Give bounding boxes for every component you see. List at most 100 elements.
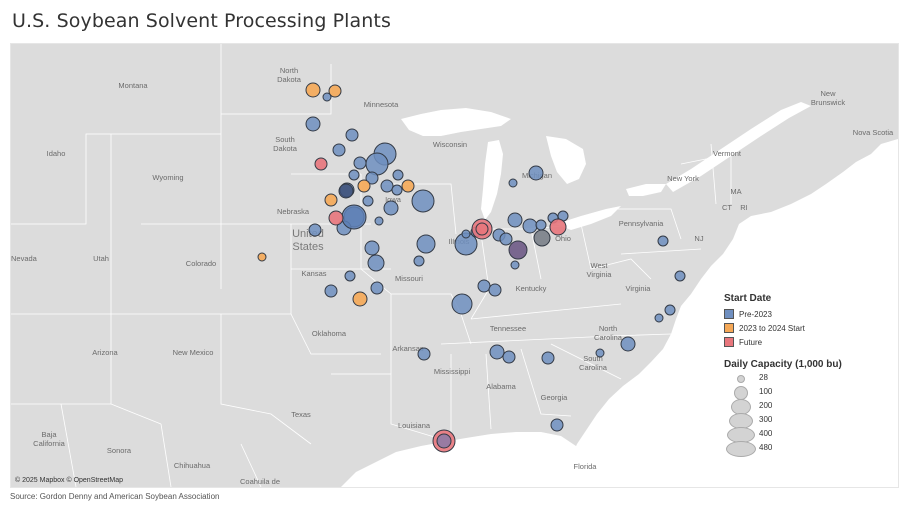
plant-marker[interactable] xyxy=(392,169,404,181)
plant-marker[interactable] xyxy=(314,157,328,171)
plant-marker[interactable] xyxy=(664,304,676,316)
plant-marker[interactable] xyxy=(344,270,356,282)
plant-marker[interactable] xyxy=(508,240,528,260)
label-north-carolina-2: Carolina xyxy=(594,333,623,342)
label-missouri: Missouri xyxy=(395,274,423,283)
plant-marker[interactable] xyxy=(528,165,544,181)
plant-marker[interactable] xyxy=(353,156,367,170)
legend-label: Pre-2023 xyxy=(739,309,772,319)
plant-marker[interactable] xyxy=(332,143,346,157)
legend-item-future[interactable]: Future xyxy=(724,335,884,349)
plant-marker[interactable] xyxy=(341,204,367,230)
label-kentucky: Kentucky xyxy=(516,284,547,293)
plant-marker[interactable] xyxy=(411,189,435,213)
plant-marker[interactable] xyxy=(257,252,267,262)
plant-marker[interactable] xyxy=(380,179,394,193)
size-label: 200 xyxy=(759,401,773,410)
markers-2023-2024[interactable] xyxy=(257,82,415,307)
plant-marker[interactable] xyxy=(451,293,473,315)
plant-marker[interactable] xyxy=(383,200,399,216)
plant-marker[interactable] xyxy=(461,229,471,239)
plant-marker[interactable] xyxy=(367,254,385,272)
plant-marker[interactable] xyxy=(508,178,518,188)
plant-marker[interactable] xyxy=(535,219,547,231)
plant-marker[interactable] xyxy=(475,222,489,236)
plant-marker[interactable] xyxy=(488,283,502,297)
plant-marker[interactable] xyxy=(477,279,491,293)
plant-marker[interactable] xyxy=(370,281,384,295)
plant-marker[interactable] xyxy=(657,235,669,247)
plant-marker[interactable] xyxy=(510,260,520,270)
plant-marker[interactable] xyxy=(533,229,551,247)
plant-marker[interactable] xyxy=(362,195,374,207)
label-north-dakota-1: North xyxy=(280,66,298,75)
label-south-dakota-1: South xyxy=(275,135,295,144)
label-arkansas: Arkansas xyxy=(392,344,424,353)
plant-marker[interactable] xyxy=(348,169,360,181)
label-baja-2: California xyxy=(33,439,66,448)
plant-marker[interactable] xyxy=(324,193,338,207)
label-montana: Montana xyxy=(118,81,148,90)
label-wisconsin: Wisconsin xyxy=(433,140,467,149)
plant-marker[interactable] xyxy=(654,313,664,323)
label-georgia: Georgia xyxy=(541,393,569,402)
plant-marker[interactable] xyxy=(357,179,371,193)
map[interactable]: Montana North Dakota Minnesota South Dak… xyxy=(10,43,899,488)
label-chihuahua: Chihuahua xyxy=(174,461,211,470)
plant-marker[interactable] xyxy=(417,347,431,361)
plant-marker[interactable] xyxy=(328,84,342,98)
plant-marker[interactable] xyxy=(436,433,452,449)
plant-marker[interactable] xyxy=(620,336,636,352)
plant-marker[interactable] xyxy=(308,223,322,237)
label-west-virginia-2: Virginia xyxy=(587,270,613,279)
label-south-carolina-2: Carolina xyxy=(579,363,608,372)
label-ri: RI xyxy=(740,203,748,212)
plant-marker[interactable] xyxy=(595,348,605,358)
label-tennessee: Tennessee xyxy=(490,324,526,333)
plant-marker[interactable] xyxy=(413,255,425,267)
plant-marker[interactable] xyxy=(550,418,564,432)
plant-marker[interactable] xyxy=(365,152,389,176)
label-nevada: Nevada xyxy=(11,254,38,263)
label-sonora: Sonora xyxy=(107,446,132,455)
legend-item-pre-2023[interactable]: Pre-2023 xyxy=(724,307,884,321)
markers-pre-2023[interactable] xyxy=(305,92,686,432)
plant-marker[interactable] xyxy=(345,128,359,142)
plant-marker[interactable] xyxy=(324,284,338,298)
label-wyoming: Wyoming xyxy=(152,173,183,182)
plant-marker[interactable] xyxy=(365,171,379,185)
plant-marker[interactable] xyxy=(338,183,354,199)
legend-label: 2023 to 2024 Start xyxy=(739,323,805,333)
plant-marker[interactable] xyxy=(522,218,538,234)
label-south-dakota-2: Dakota xyxy=(273,144,298,153)
plant-marker[interactable] xyxy=(416,234,436,254)
plant-marker[interactable] xyxy=(549,218,567,236)
label-new-brunswick-1: New xyxy=(820,89,836,98)
plant-marker[interactable] xyxy=(502,350,516,364)
label-pennsylvania: Pennsylvania xyxy=(619,219,664,228)
plant-marker[interactable] xyxy=(391,184,403,196)
label-ohio: Ohio xyxy=(555,234,571,243)
plant-marker[interactable] xyxy=(322,92,332,102)
map-canvas[interactable]: Montana North Dakota Minnesota South Dak… xyxy=(11,44,898,487)
plant-marker[interactable] xyxy=(328,210,344,226)
label-virginia: Virginia xyxy=(626,284,652,293)
plant-marker[interactable] xyxy=(489,344,505,360)
label-idaho: Idaho xyxy=(47,149,66,158)
plant-marker[interactable] xyxy=(507,212,523,228)
plant-marker[interactable] xyxy=(374,216,384,226)
plant-marker[interactable] xyxy=(541,351,555,365)
plant-marker[interactable] xyxy=(401,179,415,193)
plant-marker[interactable] xyxy=(364,240,380,256)
legend: Start Date Pre-2023 2023 to 2024 Start F… xyxy=(724,293,884,457)
label-new-york: New York xyxy=(667,174,699,183)
map-attribution[interactable]: © 2025 Mapbox © OpenStreetMap xyxy=(15,477,123,484)
plant-marker[interactable] xyxy=(305,82,321,98)
plant-marker[interactable] xyxy=(499,232,513,246)
plant-marker[interactable] xyxy=(352,291,368,307)
plant-marker[interactable] xyxy=(674,270,686,282)
legend-item-2023-2024[interactable]: 2023 to 2024 Start xyxy=(724,321,884,335)
plant-marker[interactable] xyxy=(305,116,321,132)
label-ct: CT xyxy=(722,203,732,212)
plant-markers[interactable] xyxy=(257,82,686,453)
